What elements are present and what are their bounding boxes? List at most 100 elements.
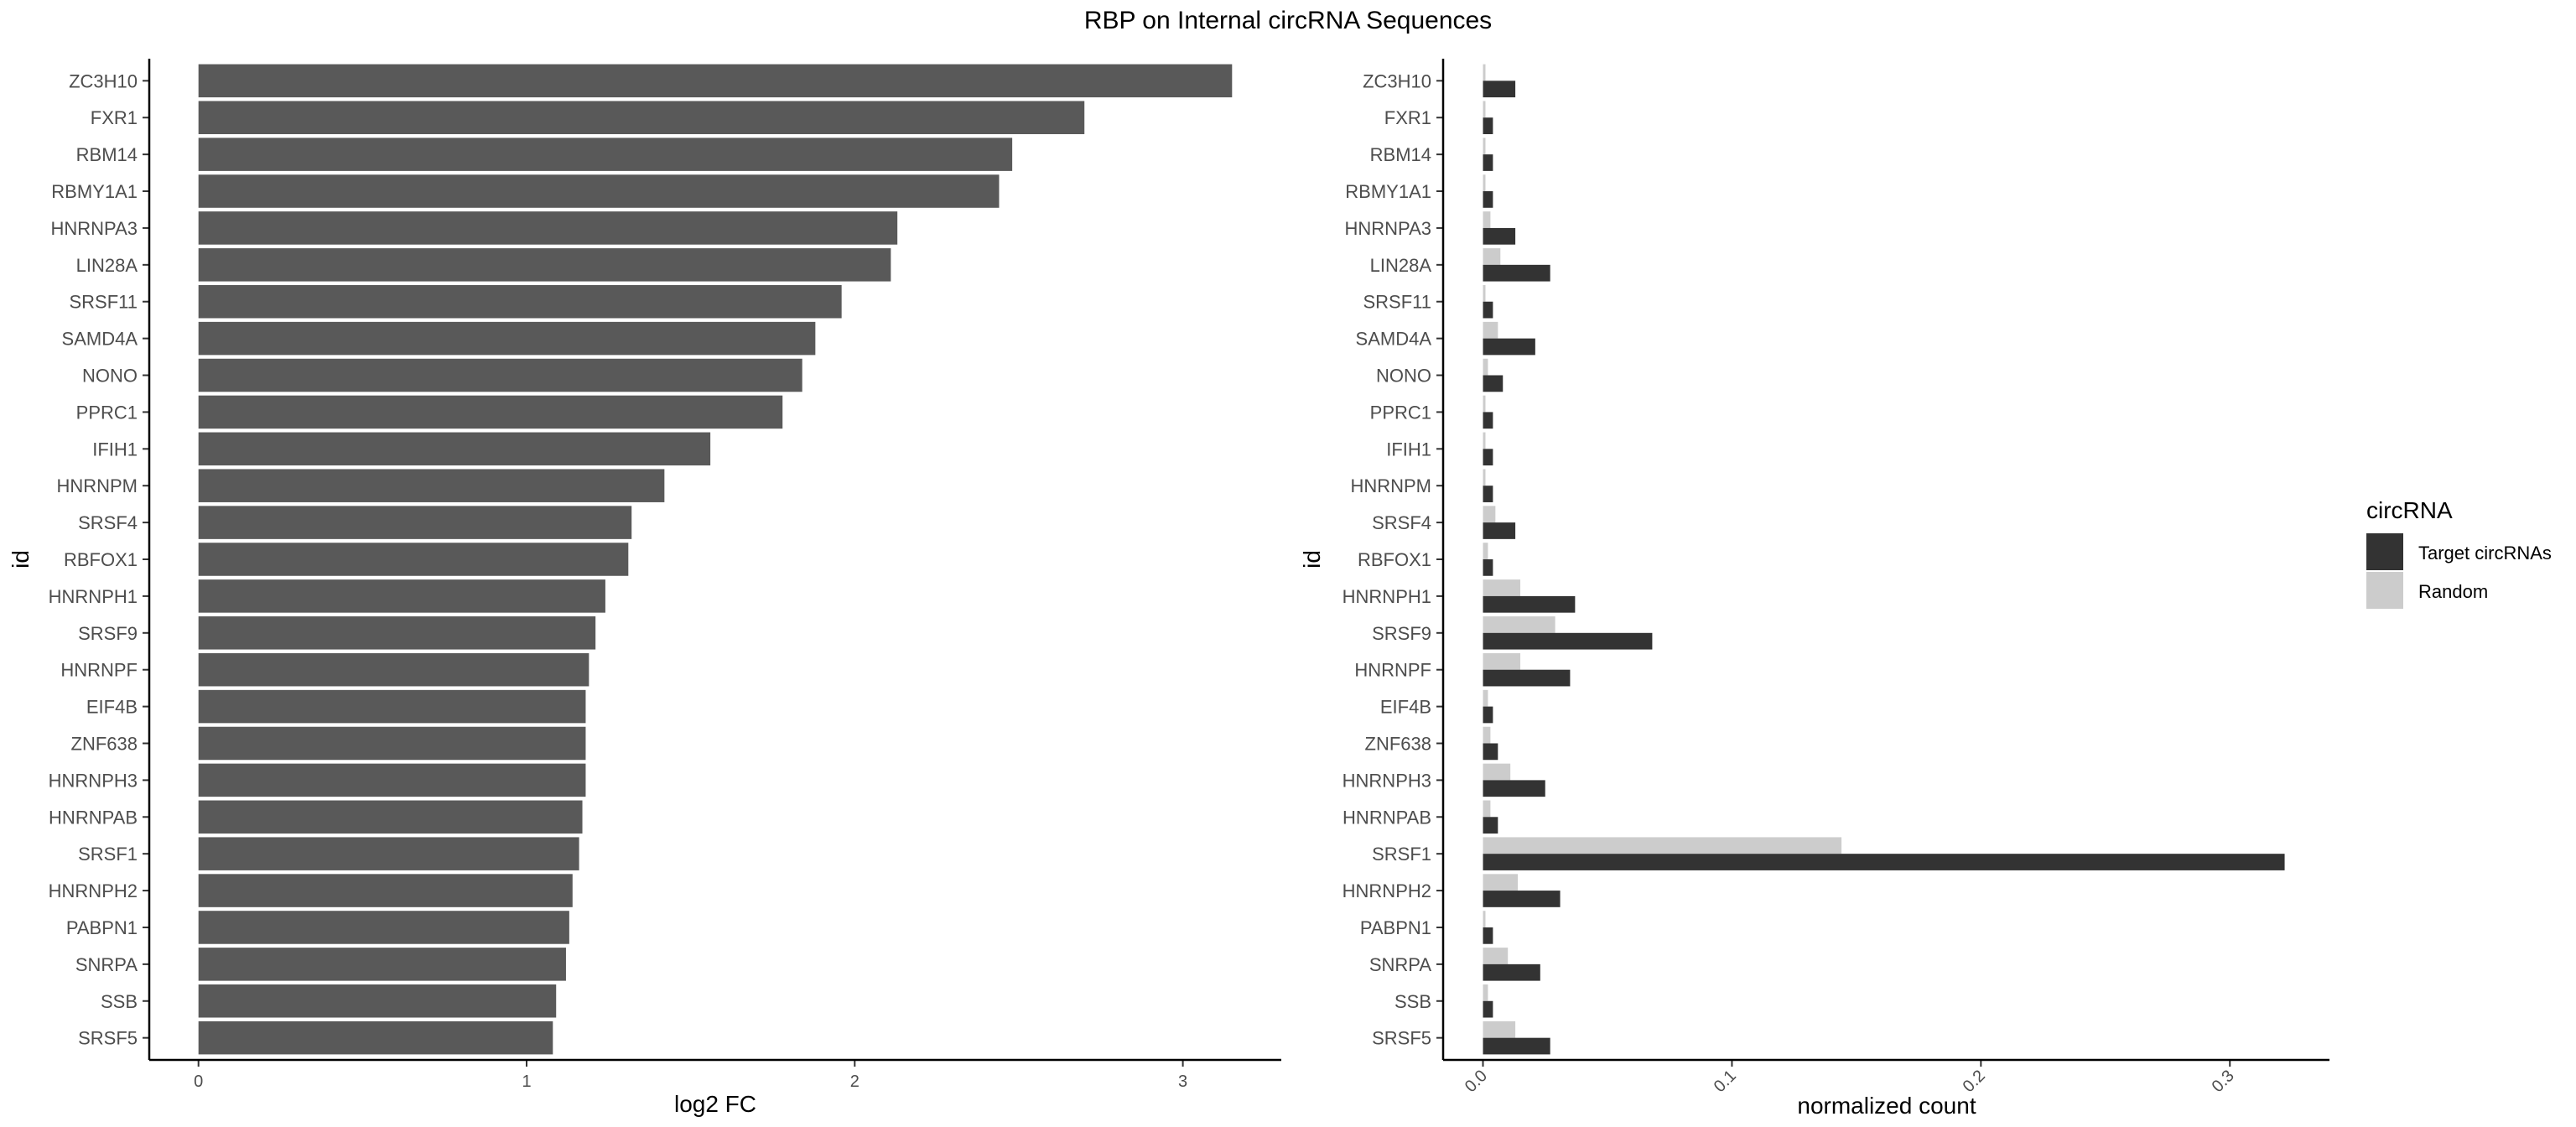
bar-target-srsf9 bbox=[1483, 632, 1653, 650]
right-category-label: PPRC1 bbox=[1370, 402, 1431, 423]
right-category-label: NONO bbox=[1376, 366, 1431, 387]
left-category-label: FXR1 bbox=[91, 107, 138, 128]
left-category-label: HNRNPH1 bbox=[49, 586, 138, 607]
bar-rbfox1 bbox=[198, 543, 629, 576]
legend: circRNA Target circRNAs Random bbox=[2366, 497, 2552, 609]
right-category-label: SRSF11 bbox=[1363, 292, 1431, 313]
bar-random-samd4a bbox=[1483, 321, 1498, 339]
bar-zc3h10 bbox=[198, 64, 1233, 98]
left-category-label: HNRNPA3 bbox=[50, 218, 138, 239]
log2fc-bars bbox=[198, 64, 1233, 1055]
left-category-label: PABPN1 bbox=[66, 917, 138, 938]
bar-target-hnrnpab bbox=[1483, 817, 1498, 834]
right-category-label: RBM14 bbox=[1370, 144, 1431, 165]
left-x-tick-label: 1 bbox=[522, 1072, 531, 1091]
right-category-label: ZC3H10 bbox=[1363, 70, 1431, 91]
bar-random-fxr1 bbox=[1483, 101, 1486, 118]
bar-hnrnpab bbox=[198, 800, 583, 834]
bar-hnrnph1 bbox=[198, 579, 605, 613]
left-category-label: ZC3H10 bbox=[69, 70, 138, 91]
left-category-label: SNRPA bbox=[75, 954, 138, 975]
bar-target-hnrnph3 bbox=[1483, 780, 1545, 797]
bar-random-srsf5 bbox=[1483, 1021, 1516, 1038]
bar-target-hnrnph2 bbox=[1483, 891, 1561, 907]
right-category-label: SAMD4A bbox=[1356, 329, 1432, 350]
left-category-label: SRSF9 bbox=[78, 623, 138, 644]
bar-nono bbox=[198, 358, 802, 392]
legend-label-target: Target circRNAs bbox=[2418, 543, 2552, 564]
bar-random-ssb bbox=[1483, 984, 1488, 1001]
left-category-label: HNRNPM bbox=[56, 475, 138, 496]
right-x-tick-label: 0.1 bbox=[1711, 1067, 1740, 1096]
left-x-tick-label: 3 bbox=[1178, 1072, 1187, 1091]
bar-target-srsf4 bbox=[1483, 522, 1516, 539]
right-x-tick-label: 0.2 bbox=[1960, 1067, 1989, 1096]
right-category-label: PABPN1 bbox=[1360, 917, 1431, 938]
bar-random-pprc1 bbox=[1483, 395, 1486, 413]
right-category-label: SRSF4 bbox=[1372, 512, 1431, 533]
left-category-label: SSB bbox=[101, 991, 138, 1012]
bar-target-eif4b bbox=[1483, 706, 1493, 724]
bar-target-pabpn1 bbox=[1483, 927, 1493, 944]
bar-pabpn1 bbox=[198, 911, 569, 944]
bar-target-znf638 bbox=[1483, 743, 1498, 761]
bar-samd4a bbox=[198, 321, 816, 356]
bar-target-ifih1 bbox=[1483, 449, 1493, 466]
bar-target-ssb bbox=[1483, 1000, 1493, 1018]
right-category-label: HNRNPH2 bbox=[1343, 880, 1431, 901]
left-category-label: ZNF638 bbox=[71, 733, 138, 754]
right-category-label: RBMY1A1 bbox=[1345, 181, 1431, 202]
bar-random-hnrnpf bbox=[1483, 652, 1521, 670]
normalized-count-bars bbox=[1483, 64, 2285, 1055]
bar-hnrnpa3 bbox=[198, 211, 898, 245]
right-x-tick-label: 0.3 bbox=[2209, 1067, 2238, 1096]
left-category-label: IFIH1 bbox=[92, 439, 138, 460]
bar-random-hnrnph3 bbox=[1483, 763, 1511, 781]
legend-title: circRNA bbox=[2366, 497, 2453, 523]
left-category-label: RBM14 bbox=[76, 144, 138, 165]
right-x-ticks: 0.0 0.1 0.2 0.3 bbox=[1462, 1060, 2238, 1096]
right-category-label: HNRNPH3 bbox=[1343, 770, 1431, 791]
right-category-label: EIF4B bbox=[1380, 697, 1431, 718]
left-category-label: SAMD4A bbox=[62, 329, 138, 350]
left-category-label: SRSF11 bbox=[69, 292, 138, 313]
bar-target-lin28a bbox=[1483, 264, 1550, 282]
bar-srsf9 bbox=[198, 616, 596, 650]
right-category-label: HNRNPH1 bbox=[1343, 586, 1431, 607]
bar-target-pprc1 bbox=[1483, 412, 1493, 429]
right-category-label: ZNF638 bbox=[1365, 733, 1431, 754]
legend-key-target bbox=[2366, 533, 2403, 570]
bar-snrpa bbox=[198, 948, 566, 981]
left-x-axis-label: log2 FC bbox=[674, 1091, 756, 1117]
left-category-label: SRSF5 bbox=[78, 1028, 138, 1049]
left-category-label: HNRNPH3 bbox=[49, 770, 138, 791]
bar-target-hnrnph1 bbox=[1483, 595, 1576, 613]
bar-znf638 bbox=[198, 726, 586, 761]
bar-fxr1 bbox=[198, 101, 1085, 134]
chart-title: RBP on Internal circRNA Sequences bbox=[1084, 7, 1492, 34]
bar-random-srsf4 bbox=[1483, 506, 1496, 523]
left-category-label: PPRC1 bbox=[76, 402, 138, 423]
left-x-tick-label: 2 bbox=[850, 1072, 860, 1091]
bar-hnrnpm bbox=[198, 469, 665, 502]
bar-ssb bbox=[198, 984, 557, 1018]
left-category-label: RBMY1A1 bbox=[51, 181, 138, 202]
bar-target-rbm14 bbox=[1483, 154, 1493, 171]
left-x-ticks: 0 1 2 3 bbox=[194, 1060, 1187, 1091]
bar-target-fxr1 bbox=[1483, 117, 1493, 134]
bar-eif4b bbox=[198, 689, 586, 724]
left-category-label: NONO bbox=[82, 366, 138, 387]
right-x-tick-label: 0.0 bbox=[1462, 1067, 1491, 1096]
bar-target-srsf11 bbox=[1483, 301, 1493, 319]
bar-random-srsf1 bbox=[1483, 837, 1842, 854]
left-category-label: RBFOX1 bbox=[64, 549, 138, 570]
bar-srsf5 bbox=[198, 1021, 553, 1055]
bar-random-eif4b bbox=[1483, 689, 1488, 707]
right-category-label: FXR1 bbox=[1384, 107, 1431, 128]
left-category-label: HNRNPH2 bbox=[49, 880, 138, 901]
right-category-label: HNRNPAB bbox=[1343, 807, 1431, 828]
bar-random-nono bbox=[1483, 358, 1488, 376]
bar-target-hnrnpa3 bbox=[1483, 227, 1516, 245]
bar-random-snrpa bbox=[1483, 948, 1509, 964]
bar-random-ifih1 bbox=[1483, 432, 1486, 449]
